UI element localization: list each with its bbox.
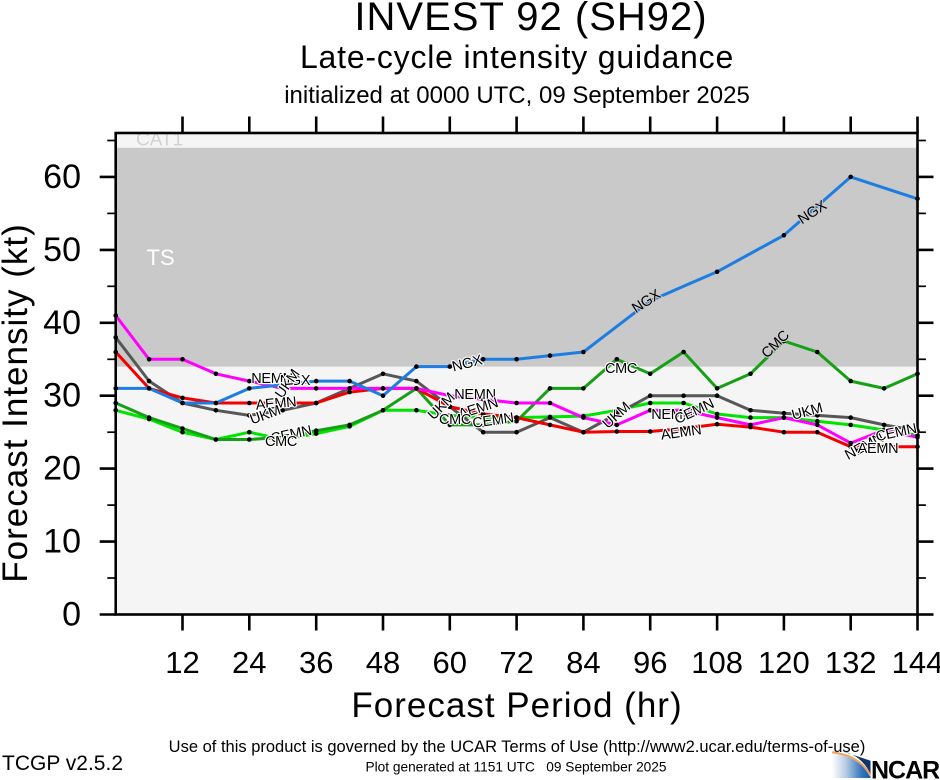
svg-text:144: 144 <box>892 645 940 680</box>
svg-text:20: 20 <box>43 450 81 488</box>
svg-text:CMC: CMC <box>265 434 297 450</box>
svg-text:72: 72 <box>499 645 533 680</box>
svg-text:CMC: CMC <box>605 361 637 377</box>
svg-text:30: 30 <box>43 377 81 415</box>
svg-text:Late-cycle intensity guidance: Late-cycle intensity guidance <box>300 39 734 75</box>
svg-text:INVEST 92 (SH92): INVEST 92 (SH92) <box>354 0 707 39</box>
svg-text:NCAR: NCAR <box>871 757 940 780</box>
svg-text:NGX: NGX <box>280 373 311 389</box>
svg-text:initialized at 0000 UTC, 09 Se: initialized at 0000 UTC, 09 September 20… <box>284 82 750 109</box>
svg-text:24: 24 <box>232 645 266 680</box>
svg-text:0: 0 <box>62 596 81 634</box>
svg-text:Plot generated at 1151 UTC 0: Plot generated at 1151 UTC 09 September … <box>365 760 666 775</box>
svg-text:40: 40 <box>43 304 81 342</box>
svg-text:CAT1: CAT1 <box>136 130 183 151</box>
svg-text:CEMN: CEMN <box>471 410 514 432</box>
svg-text:50: 50 <box>43 231 81 269</box>
svg-text:NEMN: NEMN <box>251 371 293 387</box>
svg-text:AEMN: AEMN <box>858 441 899 457</box>
svg-text:NEMN: NEMN <box>651 407 693 423</box>
svg-text:NEMN: NEMN <box>454 387 496 403</box>
svg-text:60: 60 <box>43 158 81 196</box>
svg-text:Forecast Intensity (kt): Forecast Intensity (kt) <box>0 223 35 582</box>
svg-text:120: 120 <box>758 645 810 680</box>
svg-text:36: 36 <box>299 645 333 680</box>
svg-text:TCGP v2.5.2: TCGP v2.5.2 <box>2 752 123 775</box>
svg-text:84: 84 <box>566 645 600 680</box>
svg-text:Use of this product is governe: Use of this product is governed by the U… <box>169 738 866 756</box>
svg-text:12: 12 <box>165 645 199 680</box>
svg-text:CMC: CMC <box>439 412 471 428</box>
svg-text:108: 108 <box>691 645 743 680</box>
svg-text:60: 60 <box>433 645 467 680</box>
svg-text:AEMN: AEMN <box>660 422 703 444</box>
svg-text:AEMN: AEMN <box>255 394 297 413</box>
svg-text:10: 10 <box>43 523 81 561</box>
svg-text:Forecast Period (hr): Forecast Period (hr) <box>351 686 682 725</box>
svg-text:48: 48 <box>366 645 400 680</box>
svg-text:TS: TS <box>147 245 175 270</box>
svg-text:132: 132 <box>825 645 877 680</box>
svg-text:96: 96 <box>633 645 667 680</box>
